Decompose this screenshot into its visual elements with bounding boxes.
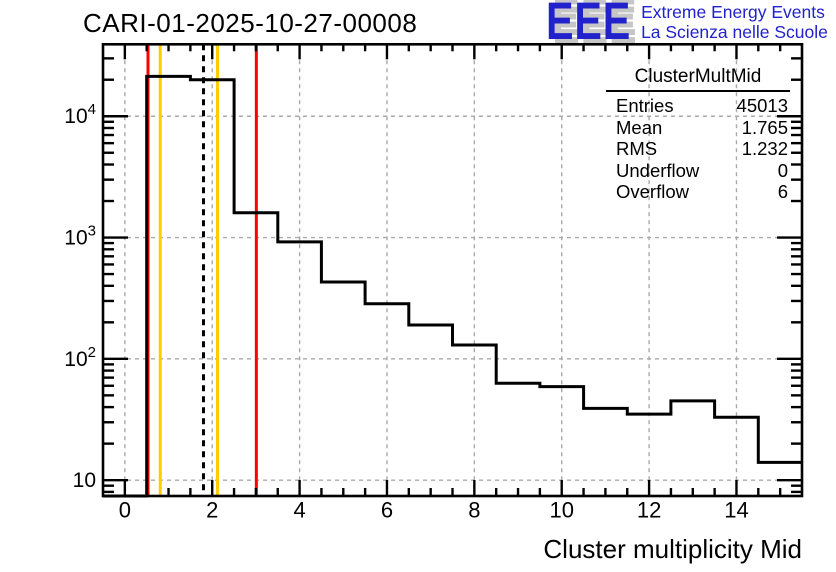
eee-logo-tagline: Extreme Energy Events La Scienza nelle S… (641, 2, 828, 42)
stats-row: Underflow 0 (606, 160, 790, 182)
eee-logo-acronym: EEE (546, 0, 632, 51)
eee-tagline-line2: La Scienza nelle Scuole (641, 22, 828, 42)
stats-row: Overflow 6 (606, 181, 790, 203)
plot-title: CARI-01-2025-10-27-00008 (83, 8, 418, 38)
svg-text:103: 103 (64, 223, 96, 250)
stats-value: 6 (777, 181, 788, 203)
stats-label: Underflow (616, 159, 700, 181)
x-axis-title: Cluster multiplicity Mid (543, 534, 802, 564)
svg-text:14: 14 (724, 498, 748, 523)
stats-row: Mean 1.765 (606, 117, 790, 139)
stats-label: Mean (616, 116, 663, 138)
stats-value: 0 (777, 159, 788, 181)
svg-text:6: 6 (381, 498, 393, 523)
svg-text:10: 10 (549, 498, 573, 523)
stats-row: RMS 1.232 (606, 138, 790, 160)
stats-box: ClusterMultMid Entries 45013 Mean 1.765 … (606, 65, 790, 203)
stats-value: 1.232 (741, 138, 788, 160)
stats-box-title: ClusterMultMid (606, 65, 790, 92)
svg-text:102: 102 (64, 344, 96, 371)
svg-text:0: 0 (119, 498, 131, 523)
stats-label: Entries (616, 95, 674, 116)
eee-logo: EEE Extreme Energy Events La Scienza nel… (546, 0, 828, 51)
svg-text:12: 12 (637, 498, 661, 523)
axes-frame (101, 42, 804, 498)
marker-lines (146, 44, 258, 496)
gridlines (103, 44, 802, 496)
stats-box-rows: Entries 45013 Mean 1.765 RMS 1.232 Under… (606, 95, 790, 203)
stats-row: Entries 45013 (606, 95, 790, 117)
svg-text:2: 2 (206, 498, 218, 523)
stats-value: 45013 (736, 95, 788, 116)
stats-label: Overflow (616, 181, 689, 203)
eee-tagline-line1: Extreme Energy Events (641, 2, 825, 22)
svg-text:10: 10 (73, 469, 96, 492)
svg-text:4: 4 (293, 498, 305, 523)
stats-label: RMS (616, 138, 658, 160)
histogram-line (103, 74, 802, 498)
tick-labels: 0 2 4 6 8 10 12 14 10 102 103 104 (64, 101, 748, 522)
stats-value: 1.765 (741, 116, 788, 138)
svg-text:8: 8 (468, 498, 480, 523)
svg-text:104: 104 (64, 101, 96, 128)
